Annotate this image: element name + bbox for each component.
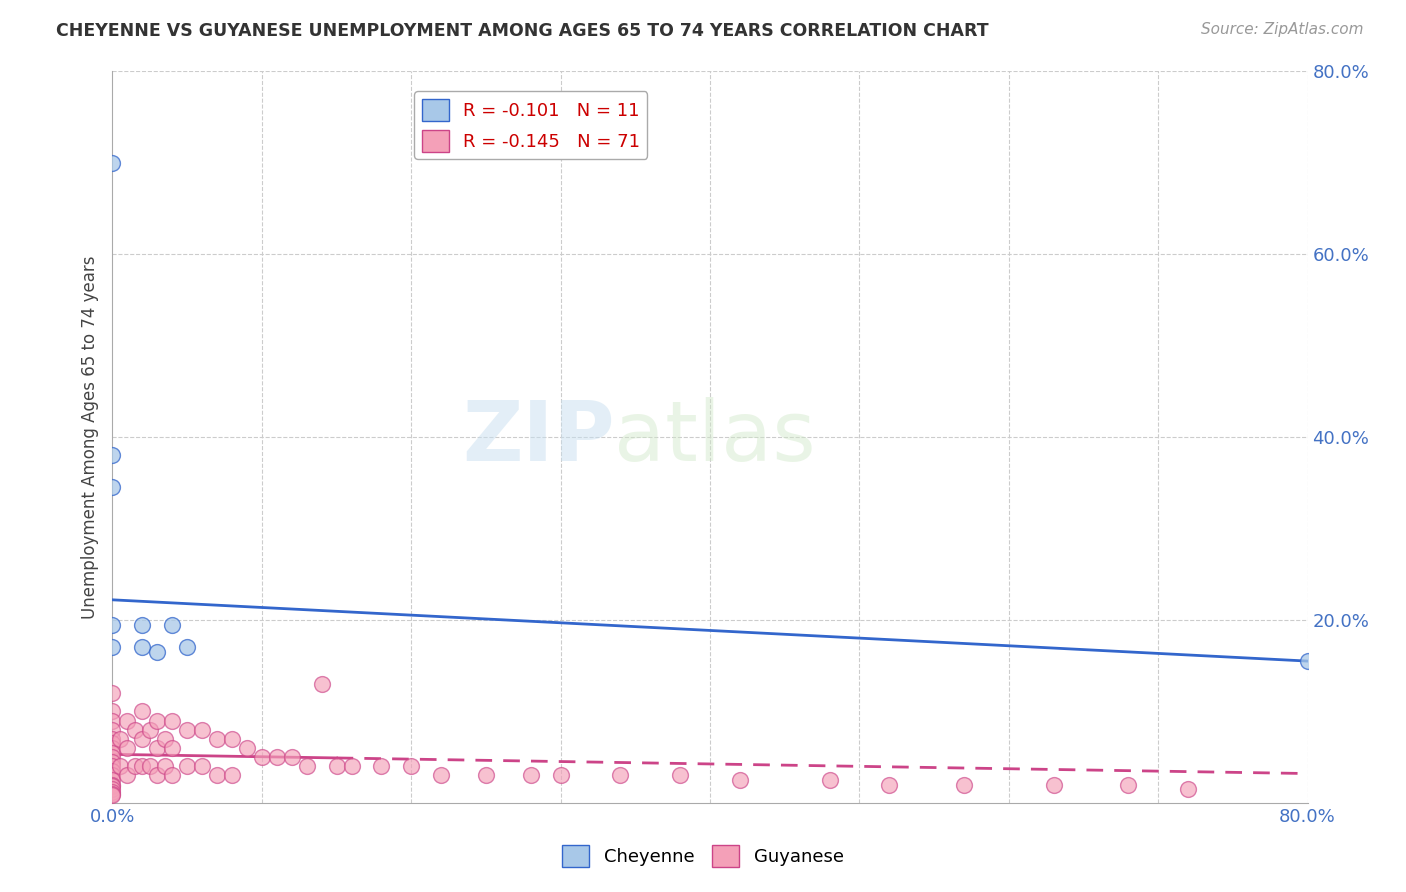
Point [117, 768, 139, 782]
Point [1042, 778, 1064, 792]
Point [101, 686, 124, 700]
Point [101, 764, 124, 778]
Point [101, 780, 124, 794]
Point [153, 731, 176, 746]
Text: CHEYENNE VS GUYANESE UNEMPLOYMENT AMONG AGES 65 TO 74 YEARS CORRELATION CHART: CHEYENNE VS GUYANESE UNEMPLOYMENT AMONG … [56, 22, 988, 40]
Legend: Cheyenne, Guyanese: Cheyenne, Guyanese [555, 838, 851, 874]
Point [101, 772, 124, 787]
Point [124, 723, 146, 737]
Point [250, 750, 273, 764]
Point [266, 750, 288, 764]
Point [131, 759, 153, 773]
Point [101, 746, 124, 760]
Point [153, 759, 176, 773]
Y-axis label: Unemployment Among Ages 65 to 74 years: Unemployment Among Ages 65 to 74 years [80, 255, 98, 619]
Point [236, 740, 259, 755]
Point [1296, 654, 1319, 668]
Point [131, 617, 153, 632]
Point [101, 768, 124, 782]
Point [325, 759, 347, 773]
Point [101, 740, 124, 755]
Point [146, 768, 169, 782]
Point [124, 759, 146, 773]
Point [1118, 778, 1140, 792]
Point [101, 731, 124, 746]
Point [101, 759, 124, 773]
Point [609, 768, 631, 782]
Point [101, 750, 124, 764]
Point [101, 617, 124, 632]
Point [101, 640, 124, 655]
Point [139, 723, 162, 737]
Point [101, 778, 124, 792]
Point [221, 768, 243, 782]
Point [221, 731, 243, 746]
Point [475, 768, 498, 782]
Point [162, 617, 183, 632]
Point [295, 759, 318, 773]
Point [146, 740, 169, 755]
Point [131, 731, 153, 746]
Point [669, 768, 692, 782]
Point [131, 640, 153, 655]
Point [401, 759, 423, 773]
Point [550, 768, 572, 782]
Point [370, 759, 392, 773]
Text: ZIP: ZIP [463, 397, 614, 477]
Point [176, 640, 198, 655]
Point [953, 778, 976, 792]
Point [728, 772, 751, 787]
Point [176, 759, 198, 773]
Point [101, 705, 124, 719]
Point [101, 782, 124, 797]
Point [101, 755, 124, 769]
Point [101, 723, 124, 737]
Point [101, 156, 124, 170]
Point [101, 714, 124, 728]
Point [108, 731, 131, 746]
Point [108, 759, 131, 773]
Point [205, 768, 228, 782]
Point [191, 723, 214, 737]
Point [162, 740, 183, 755]
Text: atlas: atlas [614, 397, 815, 477]
Point [879, 778, 901, 792]
Point [162, 714, 183, 728]
Point [101, 480, 124, 494]
Point [818, 772, 841, 787]
Point [146, 645, 169, 659]
Point [205, 731, 228, 746]
Point [311, 677, 333, 691]
Point [281, 750, 304, 764]
Point [146, 714, 169, 728]
Legend: R = -0.101   N = 11, R = -0.145   N = 71: R = -0.101 N = 11, R = -0.145 N = 71 [415, 91, 647, 159]
Point [191, 759, 214, 773]
Point [101, 448, 124, 462]
Point [117, 714, 139, 728]
Point [162, 768, 183, 782]
Point [1177, 782, 1199, 797]
Point [131, 705, 153, 719]
Point [430, 768, 453, 782]
Point [101, 785, 124, 799]
Point [176, 723, 198, 737]
Point [520, 768, 543, 782]
Text: Source: ZipAtlas.com: Source: ZipAtlas.com [1201, 22, 1364, 37]
Point [117, 740, 139, 755]
Point [101, 789, 124, 803]
Point [101, 787, 124, 801]
Point [101, 736, 124, 750]
Point [139, 759, 162, 773]
Point [340, 759, 363, 773]
